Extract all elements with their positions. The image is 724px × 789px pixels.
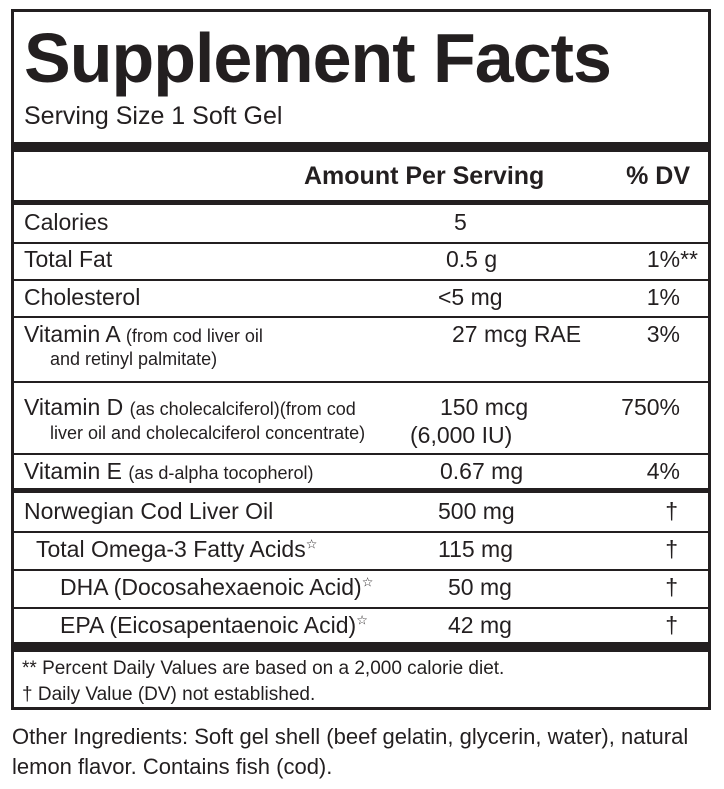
nutrient-source: (from cod liver oil	[125, 326, 263, 346]
divider-thin	[14, 316, 708, 318]
divider-thin	[14, 569, 708, 571]
nutrient-name: Vitamin E	[24, 458, 123, 484]
footnote-dv-basis: ** Percent Daily Values are based on a 2…	[22, 658, 505, 679]
nutrient-amount: 0.5 g	[446, 246, 498, 272]
nutrient-dv: 1%**	[646, 246, 698, 272]
divider-thin	[14, 279, 708, 281]
divider-thin	[14, 531, 708, 533]
nutrient-amount-iu: (6,000 IU)	[410, 422, 513, 448]
nutrient-amount: 5	[454, 209, 467, 235]
nutrient-name: Vitamin D	[24, 394, 124, 420]
star-icon: ☆	[305, 536, 318, 552]
header-dv: % DV	[626, 162, 690, 190]
other-name: Total Omega-3 Fatty Acids	[36, 536, 306, 562]
nutrient-dv: 4%	[646, 458, 680, 484]
star-icon: ☆	[361, 574, 374, 590]
other-dv: †	[665, 574, 678, 600]
serving-size: Serving Size 1 Soft Gel	[24, 102, 283, 130]
divider-thin	[14, 607, 708, 609]
nutrient-amount: 27 mcg RAE	[452, 321, 582, 347]
other-amount: 500 mg	[438, 498, 515, 524]
other-dv: †	[665, 612, 678, 638]
nutrient-source-continued: liver oil and cholecalciferol concentrat…	[50, 423, 366, 443]
other-dv: †	[665, 498, 678, 524]
nutrient-dv: 1%	[646, 284, 680, 310]
nutrient-source: (as d-alpha tocopherol)	[128, 463, 314, 483]
divider-thin	[14, 453, 708, 455]
divider-thick	[14, 642, 708, 652]
nutrient-amount: <5 mg	[438, 284, 503, 310]
divider-medium	[14, 488, 708, 493]
other-amount: 42 mg	[448, 612, 512, 638]
other-name: DHA (Docosahexaenoic Acid)	[60, 574, 362, 600]
divider-medium	[14, 200, 708, 205]
other-dv: †	[665, 536, 678, 562]
nutrient-dv: 750%	[621, 394, 680, 420]
other-amount: 50 mg	[448, 574, 512, 600]
header-amount: Amount Per Serving	[304, 162, 545, 190]
other-name: EPA (Eicosapentaenoic Acid)	[60, 612, 357, 638]
nutrient-name: Cholesterol	[24, 284, 141, 310]
panel-title: Supplement Facts	[24, 19, 612, 97]
supplement-facts-panel: Supplement Facts Serving Size 1 Soft Gel…	[11, 9, 711, 710]
nutrient-name: Total Fat	[24, 246, 113, 272]
nutrient-source: (as cholecalciferol)(from cod	[129, 399, 356, 419]
divider-thin	[14, 381, 708, 383]
divider-thin	[14, 242, 708, 244]
other-amount: 115 mg	[438, 536, 514, 562]
nutrient-name: Calories	[24, 209, 109, 235]
star-icon: ☆	[356, 612, 368, 628]
nutrient-amount: 0.67 mg	[440, 458, 524, 484]
nutrient-amount: 150 mcg	[440, 394, 529, 420]
nutrient-name: Vitamin A	[24, 321, 120, 347]
nutrient-dv: 3%	[646, 321, 680, 347]
nutrient-source-continued: and retinyl palmitate)	[50, 349, 218, 369]
other-name: Norwegian Cod Liver Oil	[24, 498, 274, 524]
other-ingredients: Other Ingredients: Soft gel shell (beef …	[12, 724, 689, 779]
footnote-dv-not-established: † Daily Value (DV) not established.	[22, 684, 316, 705]
divider-thick	[14, 142, 708, 152]
